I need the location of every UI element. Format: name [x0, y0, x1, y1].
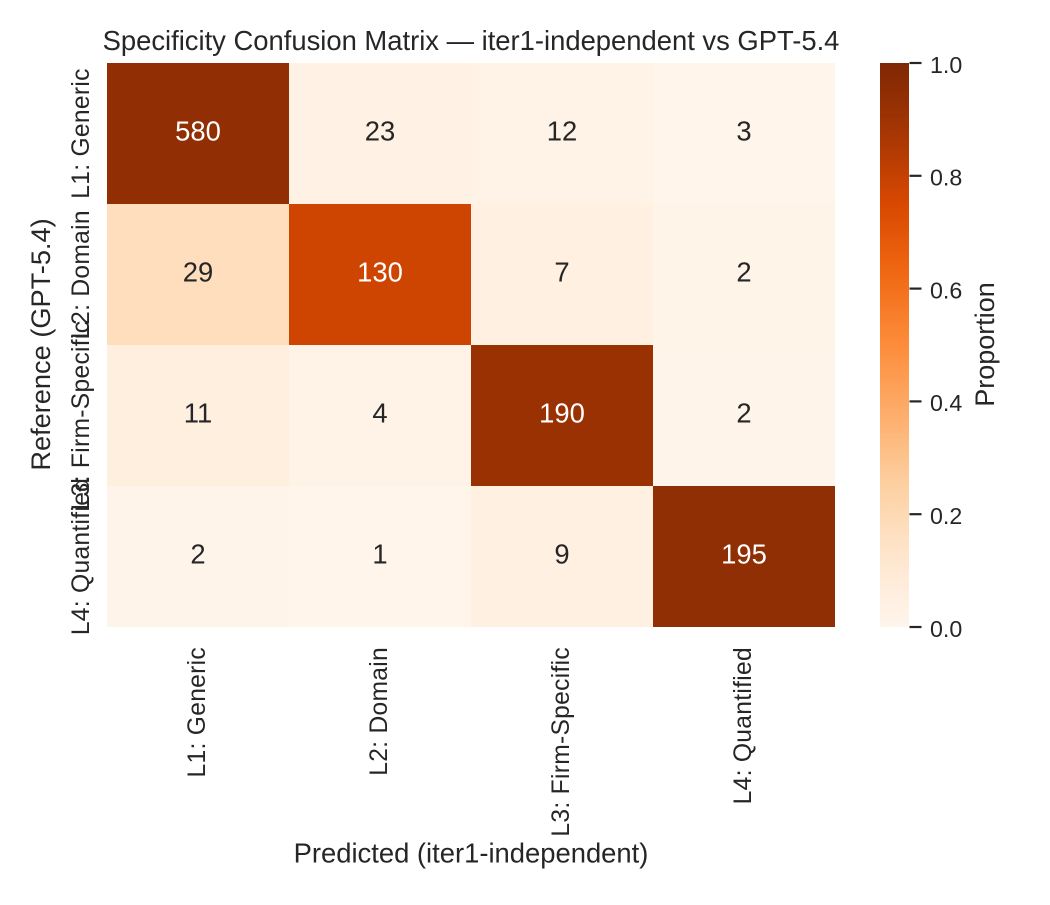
svg-text:12: 12 [547, 116, 577, 147]
svg-text:2: 2 [190, 539, 205, 570]
svg-text:L3: Firm-Specific: L3: Firm-Specific [68, 321, 95, 511]
svg-text:Specificity Confusion Matrix —: Specificity Confusion Matrix — iter1-ind… [103, 25, 840, 56]
svg-text:11: 11 [184, 398, 212, 429]
svg-text:130: 130 [357, 257, 403, 288]
svg-text:29: 29 [183, 257, 213, 288]
svg-text:L4: Quantified: L4: Quantified [68, 478, 95, 635]
svg-text:1: 1 [372, 539, 387, 570]
svg-text:L4: Quantified: L4: Quantified [730, 647, 757, 804]
svg-text:580: 580 [175, 116, 221, 147]
svg-text:23: 23 [365, 116, 395, 147]
svg-text:0.4: 0.4 [930, 390, 962, 416]
svg-text:9: 9 [554, 539, 569, 570]
svg-text:L1: Generic: L1: Generic [184, 647, 211, 777]
svg-text:Proportion: Proportion [970, 282, 1000, 407]
svg-text:L3: Firm-Specific: L3: Firm-Specific [548, 647, 575, 837]
svg-text:Predicted (iter1-independent): Predicted (iter1-independent) [294, 837, 649, 868]
svg-text:0.6: 0.6 [930, 277, 962, 303]
svg-text:2: 2 [736, 398, 751, 429]
svg-text:1.0: 1.0 [930, 52, 962, 78]
svg-text:0.2: 0.2 [930, 503, 962, 529]
svg-text:7: 7 [554, 257, 569, 288]
svg-text:L2: Domain: L2: Domain [68, 210, 95, 339]
svg-text:190: 190 [539, 398, 585, 429]
svg-text:4: 4 [372, 398, 387, 429]
svg-text:2: 2 [736, 257, 751, 288]
svg-text:195: 195 [721, 539, 767, 570]
svg-text:0.0: 0.0 [930, 616, 962, 642]
svg-text:3: 3 [736, 116, 751, 147]
svg-text:L1: Generic: L1: Generic [68, 68, 95, 198]
svg-text:0.8: 0.8 [930, 165, 962, 191]
svg-text:Reference (GPT-5.4): Reference (GPT-5.4) [25, 218, 56, 470]
svg-text:L2: Domain: L2: Domain [366, 647, 393, 776]
